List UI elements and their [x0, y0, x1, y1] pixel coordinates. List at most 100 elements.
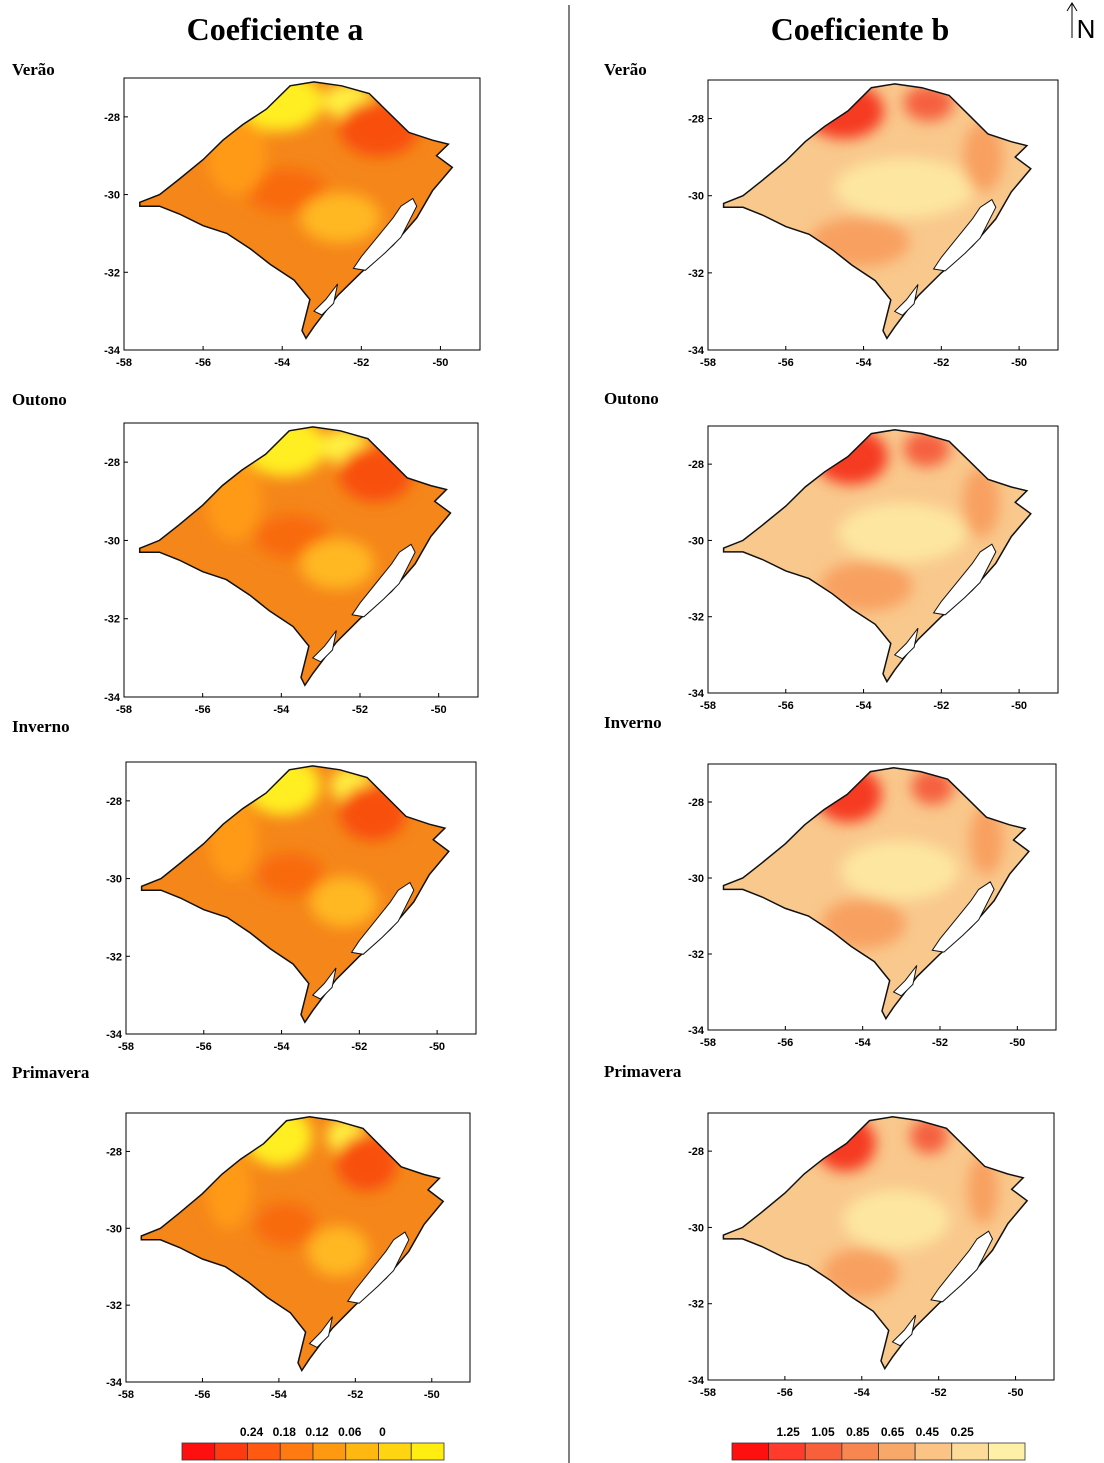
y-tick-label: -34: [688, 1025, 705, 1037]
x-tick-label: -52: [931, 1387, 947, 1399]
field-blob: [206, 115, 267, 196]
x-tick-label: -58: [116, 704, 132, 716]
y-tick-label: -28: [104, 457, 120, 469]
legend-swatch: [914, 1442, 953, 1461]
legend-swatch: [878, 1442, 916, 1461]
legend-label: 0: [379, 1425, 386, 1439]
x-tick-label: -54: [855, 1037, 872, 1049]
x-tick-label: -50: [429, 1041, 445, 1053]
field-blob: [300, 538, 375, 589]
field-blob: [300, 192, 381, 243]
field-blob: [820, 561, 913, 612]
field-blob: [243, 1116, 313, 1167]
y-tick-label: -28: [688, 114, 704, 126]
x-tick-label: -58: [700, 357, 716, 369]
x-tick-label: -52: [347, 1389, 363, 1401]
x-tick-label: -54: [274, 1041, 291, 1053]
map-frame: [125, 761, 477, 1035]
y-tick-label: -30: [688, 1222, 704, 1234]
y-tick-label: -28: [688, 459, 704, 471]
state-outline: [139, 81, 454, 340]
y-tick-label: -32: [688, 1299, 704, 1311]
state-outline: [722, 767, 1030, 1021]
legend-swatch: [247, 1442, 281, 1461]
y-tick-label: -32: [688, 612, 704, 624]
season-label: Verão: [12, 60, 55, 79]
y-tick-label: -30: [688, 535, 704, 547]
y-tick-label: -32: [688, 268, 704, 280]
field-blob: [910, 1117, 949, 1154]
x-tick-label: -56: [777, 1037, 793, 1049]
lagoon: [932, 543, 997, 616]
y-tick-label: -30: [106, 1223, 122, 1235]
y-tick-label: -34: [106, 1377, 123, 1389]
map-field: [139, 81, 453, 339]
x-tick-label: -50: [1009, 1037, 1025, 1049]
lagoon: [350, 881, 415, 955]
field-blob: [242, 426, 326, 477]
season-label: Primavera: [604, 1062, 682, 1081]
lagoon: [311, 967, 337, 1000]
legend-swatch: [378, 1442, 412, 1461]
x-tick-label: -50: [432, 357, 448, 369]
map-field: [141, 1116, 444, 1371]
state-outline: [722, 1116, 1029, 1371]
map-frame: [123, 422, 479, 698]
field-blob: [246, 168, 327, 213]
x-tick-label: -56: [778, 700, 794, 712]
field-blob: [969, 805, 1004, 875]
legend-swatch: [987, 1442, 1026, 1461]
x-tick-label: -52: [933, 357, 949, 369]
legend-label: 0.45: [916, 1425, 940, 1439]
legend-label: 0.65: [881, 1425, 905, 1439]
season-label: Inverno: [604, 713, 662, 732]
lagoon: [892, 965, 918, 997]
field-blob: [814, 429, 888, 485]
field-blob: [339, 784, 407, 841]
season-label: Outono: [604, 389, 659, 408]
x-tick-label: -58: [118, 1389, 134, 1401]
field-blob: [967, 1154, 999, 1225]
y-tick-label: -28: [104, 112, 120, 124]
lagoon: [352, 197, 418, 271]
y-tick-label: -34: [106, 1029, 123, 1041]
x-tick-label: -52: [932, 1037, 948, 1049]
field-blob: [962, 467, 1000, 538]
field-blobs: [814, 429, 1000, 612]
y-tick-label: -32: [688, 949, 704, 961]
field-blob: [838, 502, 967, 563]
north-arrow: [1066, 2, 1078, 38]
y-tick-label: -30: [688, 873, 704, 885]
legend-swatch: [312, 1442, 347, 1461]
field-blob: [822, 1248, 899, 1299]
season-label: Verão: [604, 60, 647, 79]
field-blob: [256, 852, 324, 897]
x-tick-label: -58: [700, 1037, 716, 1049]
legend-swatch: [951, 1442, 989, 1461]
lagoon: [931, 881, 995, 953]
state-outline: [138, 426, 452, 687]
field-blob: [339, 100, 420, 157]
season-label: Outono: [12, 390, 67, 409]
y-tick-label: -30: [104, 535, 120, 547]
lagoon: [891, 1314, 917, 1347]
x-tick-label: -50: [431, 704, 447, 716]
y-tick-label: -32: [104, 267, 120, 279]
legend-swatch: [768, 1442, 806, 1461]
y-tick-label: -32: [106, 1300, 122, 1312]
lagoon: [893, 627, 919, 660]
legend-swatch: [731, 1442, 770, 1461]
column-title: Coeficiente a: [187, 11, 364, 47]
state-outline: [140, 765, 450, 1024]
field-blobs: [814, 767, 1004, 949]
x-tick-label: -54: [856, 357, 873, 369]
lagoon: [308, 1316, 333, 1349]
y-tick-label: -28: [106, 1146, 122, 1158]
field-blob: [255, 1202, 316, 1247]
field-blob: [834, 158, 975, 218]
field-blob: [963, 122, 1004, 193]
map-frame: [707, 79, 1059, 351]
field-blob: [244, 765, 321, 816]
state-outline: [722, 83, 1032, 340]
lagoon: [351, 543, 416, 618]
